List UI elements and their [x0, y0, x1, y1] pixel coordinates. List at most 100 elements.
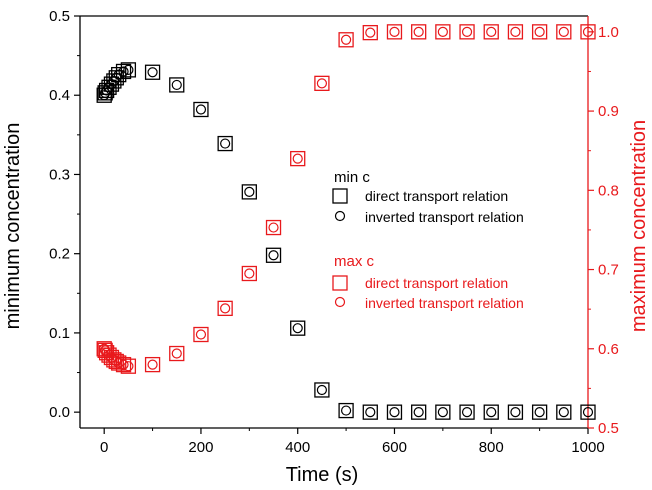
min-circle-point [534, 407, 545, 418]
min-circle-point [123, 64, 134, 75]
min-square-point [483, 404, 499, 420]
x-tick-label: 600 [382, 439, 407, 456]
x-tick-label: 400 [285, 439, 310, 456]
max-square-point [362, 24, 378, 41]
y-left-tick-label: 0.5 [49, 8, 70, 25]
min-square-point [386, 404, 403, 420]
x-axis-label: Time (s) [286, 464, 359, 486]
min-circle-point [461, 407, 473, 418]
max-circle-point [268, 222, 279, 233]
y-right-tick-label: 1.0 [598, 24, 619, 41]
min-square-point [411, 404, 427, 420]
min-circle-point [340, 405, 352, 416]
legend-label-max-direct: direct transport relation [365, 275, 508, 291]
min-square-point [435, 404, 451, 420]
min-square-point [507, 404, 524, 420]
y-right-tick-label: 0.7 [598, 262, 619, 279]
y-left-tick-label: 0.0 [49, 404, 70, 421]
min-square-point [217, 135, 233, 152]
y-axis-left-label: minimum concentration [2, 123, 24, 330]
max-circle-point [220, 303, 231, 314]
legend-marker-min-square [332, 188, 348, 204]
min-circle-point [147, 67, 158, 78]
max-circle-point [413, 26, 424, 37]
max-square-point [531, 24, 548, 40]
y-right-tick-label: 0.9 [598, 103, 619, 120]
min-circle-point [111, 72, 122, 83]
max-square-point [507, 24, 524, 40]
max-circle-point [118, 359, 129, 370]
max-circle-point [171, 348, 182, 359]
y-right-tick-label: 0.8 [598, 182, 619, 199]
max-square-point [217, 300, 233, 317]
y-left-tick-label: 0.1 [49, 325, 70, 342]
min-circle-point [101, 85, 112, 96]
y-axis-left: 0.0 0.1 0.2 0.3 0.4 0.5 [49, 8, 80, 421]
x-tick-label: 1000 [571, 439, 604, 456]
y-axis-right: 0.5 0.6 0.7 0.8 0.9 1.0 [588, 24, 619, 437]
min-square-point [556, 404, 572, 420]
max-square-point [314, 75, 330, 91]
max-square-point [144, 356, 161, 373]
x-tick-label: 200 [188, 439, 213, 456]
legend-marker-max-square [332, 275, 348, 291]
min-circle-point [316, 384, 328, 396]
y-axis-right-label: maximum concentration [628, 120, 650, 332]
min-square-point [193, 101, 209, 118]
min-square-point [314, 382, 330, 398]
max-square-point [386, 24, 403, 40]
max-circle-point [534, 26, 545, 37]
legend-marker-min-circle [334, 210, 346, 222]
x-tick-label: 0 [100, 439, 108, 456]
legend-label-min-direct: direct transport relation [365, 188, 508, 204]
min-circle-point [244, 186, 255, 197]
min-square-point [169, 77, 185, 93]
min-square-point [120, 62, 137, 78]
min-square-point [265, 247, 282, 263]
y-right-tick-label: 0.5 [598, 420, 619, 437]
max-circle-point [437, 26, 448, 37]
max-square-point [265, 219, 282, 236]
min-square-point [290, 320, 306, 336]
max-square-point [435, 24, 451, 40]
max-circle-point [147, 359, 158, 370]
max-square-point [411, 24, 427, 40]
max-circle-point [510, 26, 521, 37]
min-square-point [459, 404, 475, 420]
max-circle-point [582, 26, 594, 37]
min-square-point [580, 404, 596, 420]
max-square-point [193, 326, 209, 343]
legend-marker-max-circle [334, 296, 346, 308]
max-circle-point [123, 361, 134, 372]
min-circle-point [103, 82, 115, 93]
min-circle-point [195, 104, 207, 115]
legend-title-min-c: min c [334, 169, 370, 186]
max-square-point [290, 150, 306, 167]
min-circle-point [171, 79, 182, 91]
min-circle-point [558, 407, 569, 418]
min-circle-point [365, 407, 376, 418]
max-square-point [459, 24, 475, 40]
legend-label-min-inverted: inverted transport relation [365, 209, 524, 225]
max-circle-point [558, 26, 569, 37]
min-circle-point [510, 407, 521, 418]
max-square-point [169, 345, 185, 362]
min-square-point [338, 402, 354, 419]
max-square-point [483, 24, 499, 40]
y-left-tick-label: 0.3 [49, 166, 70, 183]
min-circle-point [106, 79, 117, 90]
y-right-tick-label: 0.6 [598, 341, 619, 358]
legend-label-max-inverted: inverted transport relation [365, 295, 524, 311]
y-left-tick-label: 0.4 [49, 87, 70, 104]
max-circle-point [365, 27, 376, 38]
max-circle-point [486, 26, 497, 37]
min-circle-point [486, 407, 497, 418]
min-square-point [362, 404, 378, 420]
min-circle-point [118, 66, 129, 77]
max-square-point [338, 32, 354, 48]
max-circle-point [316, 78, 328, 89]
max-circle-point [340, 34, 352, 45]
x-axis: 0 200 400 600 800 1000 [100, 428, 605, 456]
max-square-point [580, 24, 596, 40]
